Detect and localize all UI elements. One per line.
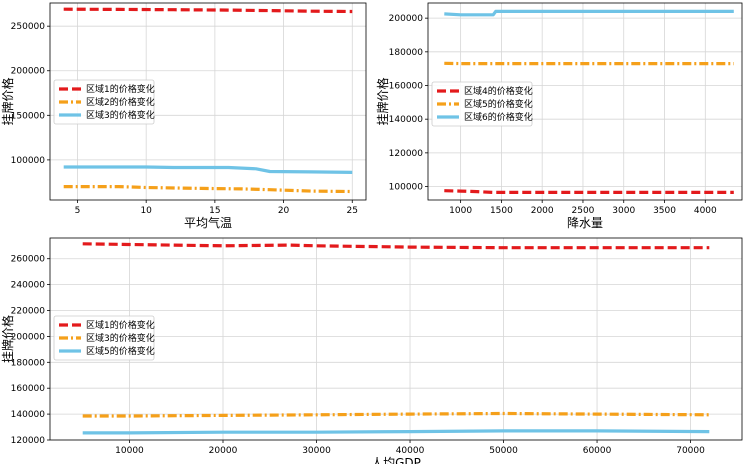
x-tick-label: 10 bbox=[140, 206, 152, 216]
x-tick-label: 1000 bbox=[449, 206, 472, 216]
y-tick-label: 200000 bbox=[11, 332, 46, 342]
y-tick-label: 200000 bbox=[389, 14, 424, 24]
x-axis-label: 平均气温 bbox=[184, 215, 232, 230]
plot-frame bbox=[49, 237, 743, 441]
legend-entry-2: 区域3的价格变化 bbox=[86, 332, 155, 344]
y-tick-label: 160000 bbox=[389, 82, 424, 92]
y-axis-label: 挂牌价格 bbox=[0, 315, 15, 363]
x-tick-label: 10000 bbox=[115, 446, 144, 456]
y-tick-label: 120000 bbox=[389, 149, 424, 159]
legend-entry-3: 区域3的价格变化 bbox=[86, 109, 155, 121]
legend-box bbox=[53, 79, 155, 125]
x-axis-label: 降水量 bbox=[567, 216, 603, 230]
subplot-2: 1000 1500 2000 2500 3000 3500 4000 100000 120000… bbox=[375, 2, 743, 230]
x-axis-label: 人均GDP bbox=[371, 456, 421, 464]
x-tick-label: 25 bbox=[347, 206, 358, 216]
x-tick-label: 2000 bbox=[531, 206, 554, 216]
series-line-1 bbox=[82, 242, 710, 250]
x-tick-label: 50000 bbox=[489, 446, 518, 456]
y-tick-label: 100000 bbox=[11, 156, 46, 166]
series-line-1 bbox=[444, 189, 734, 194]
x-tick-label: 40000 bbox=[396, 446, 425, 456]
legend-box bbox=[431, 81, 533, 127]
y-axis-label: 挂牌价格 bbox=[0, 77, 15, 125]
subplot-1: 5 10 15 20 25 100000 150000 200000 250000 平均气温 挂牌价… bbox=[0, 2, 367, 230]
legend-entry-2: 区域5的价格变化 bbox=[464, 98, 533, 110]
y-tick-label: 250000 bbox=[11, 22, 46, 32]
y-tick-label: 150000 bbox=[11, 111, 46, 121]
y-tick-label: 180000 bbox=[389, 48, 424, 58]
y-tick-label: 240000 bbox=[11, 281, 46, 291]
x-tick-label: 1500 bbox=[490, 206, 513, 216]
x-tick-label: 2500 bbox=[572, 206, 595, 216]
series-line-2 bbox=[63, 185, 353, 194]
legend-entry-2: 区域2的价格变化 bbox=[86, 96, 155, 108]
x-tick-label: 20000 bbox=[209, 446, 238, 456]
y-axis-label: 挂牌价格 bbox=[375, 77, 390, 125]
series-line-2 bbox=[82, 411, 710, 418]
legend-entry-3: 区域6的价格变化 bbox=[464, 111, 533, 123]
plot-frame bbox=[49, 2, 367, 201]
y-tick-label: 140000 bbox=[11, 410, 46, 420]
y-tick-label: 100000 bbox=[389, 183, 424, 193]
x-tick-label: 5 bbox=[75, 206, 81, 216]
x-tick-label: 3000 bbox=[612, 206, 635, 216]
series-line-3 bbox=[444, 9, 734, 17]
plot-frame bbox=[427, 2, 743, 201]
y-tick-label: 180000 bbox=[11, 358, 46, 368]
series-line-3 bbox=[63, 165, 353, 174]
x-tick-label: 70000 bbox=[676, 446, 705, 456]
y-tick-label: 140000 bbox=[389, 115, 424, 125]
x-tick-label: 20 bbox=[278, 206, 290, 216]
legend-entry-3: 区域5的价格变化 bbox=[86, 345, 155, 357]
series-line-1 bbox=[63, 7, 353, 14]
y-tick-label: 200000 bbox=[11, 67, 46, 77]
y-tick-label: 120000 bbox=[11, 436, 46, 446]
x-tick-label: 3500 bbox=[653, 206, 676, 216]
x-tick-label: 4000 bbox=[694, 206, 717, 216]
legend-box bbox=[53, 315, 155, 361]
x-tick-label: 15 bbox=[209, 206, 220, 216]
y-tick-label: 160000 bbox=[11, 384, 46, 394]
legend-entry-1: 区域4的价格变化 bbox=[464, 85, 533, 97]
legend-entry-1: 区域1的价格变化 bbox=[86, 83, 155, 95]
series-line-3 bbox=[82, 429, 710, 435]
y-tick-label: 260000 bbox=[11, 255, 46, 265]
subplot-3: 10000 20000 30000 40000 50000 60000 70000 12000… bbox=[0, 237, 743, 464]
y-tick-label: 220000 bbox=[11, 307, 46, 317]
x-tick-label: 30000 bbox=[302, 446, 331, 456]
legend-entry-1: 区域1的价格变化 bbox=[86, 319, 155, 331]
x-tick-label: 60000 bbox=[583, 446, 612, 456]
